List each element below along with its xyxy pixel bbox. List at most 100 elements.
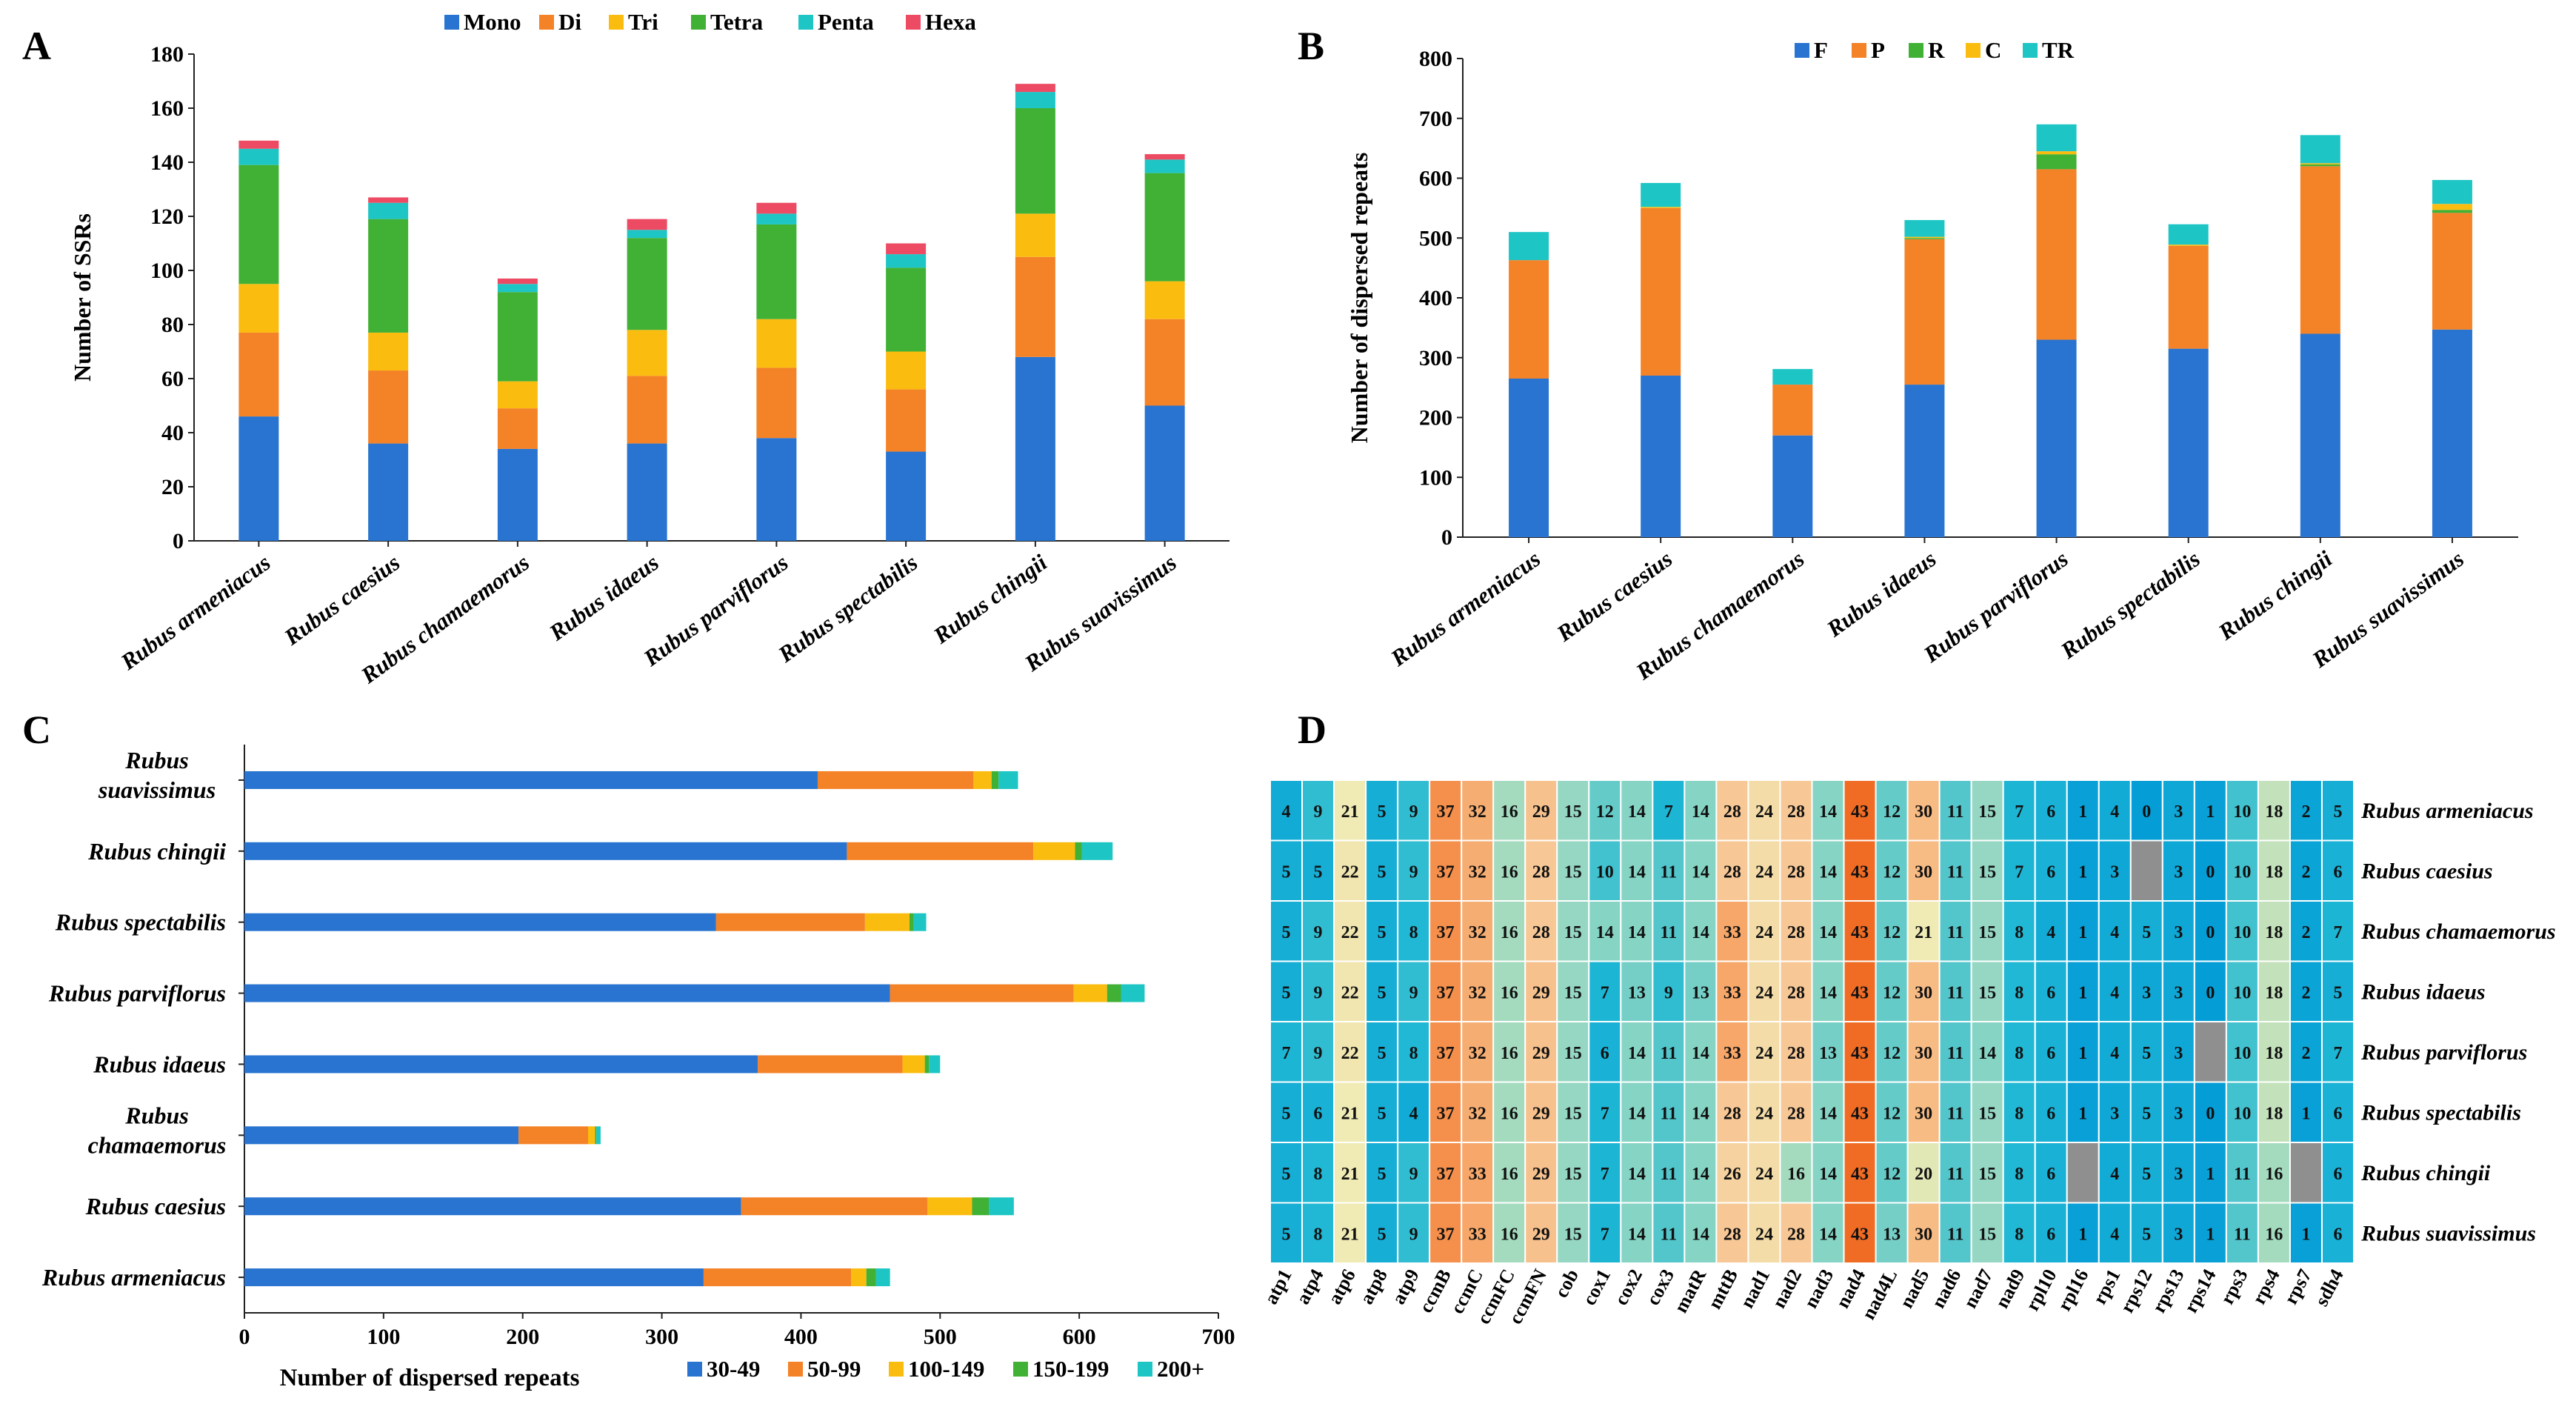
- heatmap-value: 14: [1819, 1104, 1837, 1123]
- heatmap-value: 37: [1437, 802, 1455, 822]
- legend-swatch-hexa: [906, 15, 921, 30]
- heatmap-cell: [1875, 779, 1909, 842]
- bar-50-99-1: [703, 1268, 852, 1287]
- bar-150-199-7: [1075, 842, 1082, 860]
- heatmap-value: 9: [1314, 802, 1323, 822]
- bar-tri-1: [238, 284, 279, 333]
- heatmap-cell: [2129, 839, 2163, 902]
- heatmap-cell: [1556, 900, 1590, 962]
- heatmap-value: 11: [1947, 1104, 1964, 1123]
- heatmap-value: 15: [1978, 1225, 1996, 1244]
- heatmap-cell: [2193, 1081, 2227, 1143]
- heatmap-value: 10: [1596, 862, 1614, 882]
- heatmap-value: 1: [2206, 1225, 2215, 1244]
- heatmap-value: 5: [1378, 862, 1387, 882]
- heatmap-cell: [1715, 1081, 1749, 1143]
- heatmap-value: 14: [1819, 1165, 1837, 1184]
- legend-label-p: P: [1871, 37, 1885, 63]
- heatmap-value: 6: [2046, 1165, 2055, 1184]
- legend-label-150-199: 150-199: [1032, 1356, 1109, 1382]
- heatmap-value: 24: [1755, 1225, 1773, 1244]
- heatmap-value: 9: [1409, 983, 1418, 1002]
- heatmap-cell: [1747, 900, 1781, 962]
- heatmap-value: 30: [1915, 802, 1932, 822]
- heatmap-value: 29: [1532, 983, 1550, 1002]
- heatmap-value: 28: [1532, 862, 1550, 882]
- heatmap-cell: [1938, 960, 1972, 1022]
- heatmap-value: 6: [1314, 1104, 1323, 1123]
- heatmap-cell: [2129, 1142, 2163, 1204]
- heatmap-cell: [2098, 1081, 2132, 1143]
- y-tick-label: 200: [1419, 406, 1452, 430]
- heatmap-cell: [1970, 839, 2004, 902]
- heatmap-value: 11: [1947, 802, 1964, 822]
- heatmap-value: 15: [1978, 1165, 1996, 1184]
- heatmap-cell: [1970, 779, 2004, 842]
- heatmap-value: 11: [1661, 1104, 1678, 1123]
- bar-150-199-6: [909, 913, 914, 931]
- heatmap-cell: [2193, 839, 2227, 902]
- bar-c-6: [2168, 244, 2209, 246]
- heatmap-cell: [1906, 1021, 1941, 1083]
- heatmap-cell: [2320, 1081, 2355, 1143]
- bar-tri-4: [627, 330, 667, 376]
- heatmap-value: 1: [2206, 1165, 2215, 1184]
- heatmap-cell: [2129, 1021, 2163, 1083]
- heatmap-value: 6: [2046, 1104, 2055, 1123]
- heatmap-value: 7: [2015, 862, 2023, 882]
- heatmap-value: 14: [1819, 862, 1837, 882]
- heatmap-value: 14: [1692, 802, 1709, 822]
- heatmap-value: 10: [2233, 983, 2251, 1002]
- bar-c-4: [1904, 236, 1945, 239]
- bar-30-49-3: [244, 1126, 519, 1145]
- heatmap-cell: [1652, 1081, 1686, 1143]
- y-tick-label: 800: [1419, 47, 1452, 71]
- heatmap-value: 24: [1755, 802, 1773, 822]
- bar-tr-8: [2432, 179, 2472, 204]
- heatmap-cell: [1365, 960, 1399, 1022]
- heatmap-value: 2: [2301, 802, 2310, 822]
- legend-swatch-r: [1909, 43, 1923, 58]
- heatmap-cell: [2002, 1142, 2036, 1204]
- heatmap-value: 10: [2233, 1104, 2251, 1123]
- heatmap-value: 29: [1532, 802, 1550, 822]
- bar-tri-8: [1144, 281, 1185, 319]
- heatmap-value: 33: [1469, 1225, 1486, 1244]
- heatmap-value: 7: [1282, 1044, 1291, 1063]
- heatmap-value: 5: [1282, 1165, 1291, 1184]
- heatmap-value: 7: [2333, 923, 2342, 942]
- legend-label-r: R: [1928, 37, 1945, 63]
- heatmap-value: 29: [1532, 1165, 1550, 1184]
- bar-30-49-4: [244, 1055, 758, 1074]
- heatmap-value: 8: [1314, 1225, 1323, 1244]
- legend-label-tri: Tri: [628, 9, 658, 35]
- heatmap-value: 6: [2333, 862, 2342, 882]
- heatmap-cell: [1715, 839, 1749, 902]
- heatmap-value: 37: [1437, 862, 1455, 882]
- bar-f-8: [2432, 329, 2472, 537]
- heatmap-cell: [1620, 779, 1654, 842]
- bar-30-49-7: [244, 842, 847, 860]
- legend-label-di: Di: [558, 9, 581, 35]
- heatmap-value: 15: [1564, 862, 1582, 882]
- heatmap-value: 11: [2234, 1165, 2251, 1184]
- heatmap-value: 18: [2265, 983, 2283, 1002]
- heatmap-value: 18: [2265, 862, 2283, 882]
- heatmap-value: 37: [1437, 1104, 1455, 1123]
- heatmap-cell: [2320, 960, 2355, 1022]
- heatmap-value: 32: [1469, 1044, 1486, 1063]
- heatmap-value: 16: [1501, 1165, 1518, 1184]
- legend-swatch-tri: [609, 15, 624, 30]
- heatmap-value: 5: [2142, 923, 2151, 942]
- legend-swatch-penta: [798, 15, 813, 30]
- heatmap-value: 7: [1601, 1225, 1609, 1244]
- heatmap-value: 15: [1564, 1104, 1582, 1123]
- y-axis-title: Number of SSRs: [69, 213, 96, 382]
- bar-100-149-7: [1033, 842, 1075, 860]
- x-tick-label: 100: [367, 1325, 400, 1349]
- heatmap-value: 13: [1628, 983, 1646, 1002]
- heatmap-value: 43: [1851, 923, 1869, 942]
- heatmap-cell: [2129, 900, 2163, 962]
- heatmap-value: 9: [1314, 1044, 1323, 1063]
- heatmap-value: 15: [1978, 862, 1996, 882]
